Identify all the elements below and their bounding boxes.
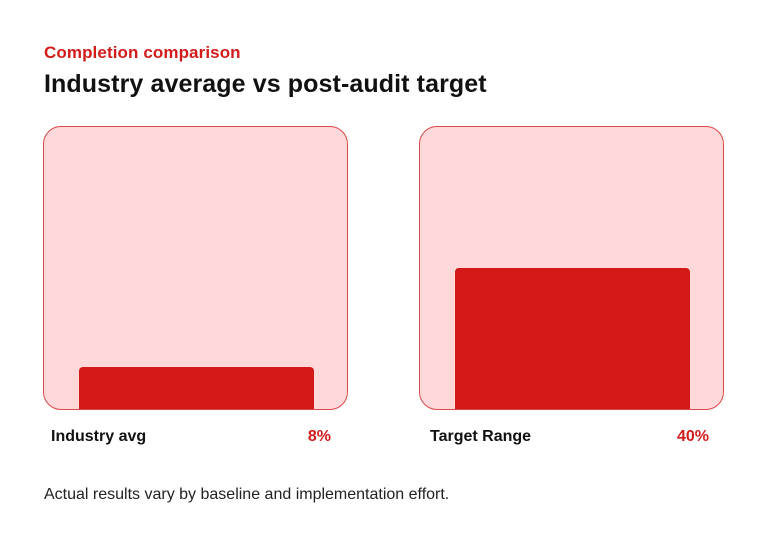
bar-track-industry-avg [43,126,348,410]
chart-eyebrow: Completion comparison [44,43,241,62]
bar-target-range [455,268,690,409]
bar-industry-avg [79,366,314,409]
bar-track-target-range [419,126,724,410]
footnote: Actual results vary by baseline and impl… [44,486,450,503]
chart-title: Industry average vs post-audit target [44,70,487,98]
value-label-industry-avg: 8% [307,428,331,445]
value-label-target-range: 40% [676,428,709,445]
category-label-industry-avg: Industry avg [51,428,147,445]
category-label-target-range: Target Range [430,428,532,445]
